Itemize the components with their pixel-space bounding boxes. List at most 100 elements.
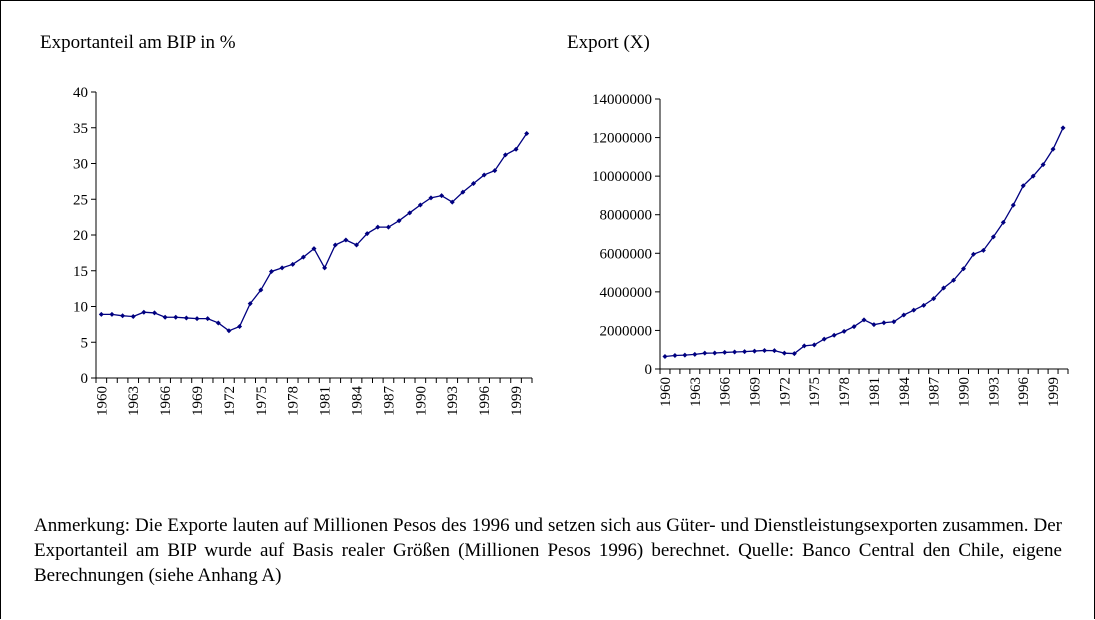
data-point <box>492 168 498 174</box>
x-tick-label: 1966 <box>718 377 734 408</box>
data-point <box>692 351 698 357</box>
data-point <box>712 350 718 356</box>
data-point <box>752 348 758 354</box>
data-point <box>460 189 466 195</box>
x-tick-label: 1972 <box>222 386 238 416</box>
data-point <box>891 319 897 325</box>
y-tick-label: 14000000 <box>592 92 652 108</box>
x-tick-label: 1963 <box>688 377 704 407</box>
x-tick-label: 1972 <box>777 377 793 407</box>
data-point <box>98 311 104 317</box>
data-point <box>364 231 370 237</box>
x-tick-label: 1990 <box>413 386 429 416</box>
data-point <box>513 146 519 152</box>
data-point <box>1000 219 1006 225</box>
y-tick-label: 40 <box>73 85 88 101</box>
y-tick-label: 20 <box>73 228 88 244</box>
data-point <box>141 309 147 315</box>
x-tick-label: 1960 <box>658 377 674 407</box>
data-point <box>332 242 338 248</box>
data-point <box>742 349 748 355</box>
y-tick-label: 25 <box>73 192 88 208</box>
x-tick-label: 1981 <box>867 377 883 407</box>
data-point <box>1010 202 1016 208</box>
x-tick-label: 1999 <box>509 386 525 416</box>
data-point <box>841 328 847 334</box>
data-point <box>1050 146 1056 152</box>
y-tick-label: 15 <box>73 264 88 280</box>
data-point <box>722 349 728 355</box>
data-point <box>1020 183 1026 189</box>
x-tick-label: 1993 <box>445 386 461 416</box>
data-point <box>970 251 976 257</box>
data-point <box>662 353 668 359</box>
data-point <box>821 336 827 342</box>
y-tick-label: 5 <box>81 335 89 351</box>
data-point <box>120 313 126 319</box>
data-point <box>290 261 296 267</box>
x-tick-label: 1978 <box>286 386 302 416</box>
chart-title: Export (X) <box>567 32 650 53</box>
data-point <box>375 224 381 230</box>
data-point <box>247 301 253 307</box>
data-point <box>385 224 391 230</box>
y-tick-label: 4000000 <box>600 285 653 301</box>
data-point <box>931 296 937 302</box>
series-line <box>101 133 528 332</box>
x-tick-label: 1987 <box>927 377 943 408</box>
data-point <box>1030 173 1036 179</box>
data-point <box>183 315 189 321</box>
x-tick-label: 1984 <box>897 377 913 408</box>
data-point <box>901 312 907 318</box>
data-point <box>268 268 274 274</box>
data-point <box>417 202 423 208</box>
x-tick-label: 1969 <box>190 386 206 416</box>
data-point <box>702 350 708 356</box>
data-point <box>771 348 777 354</box>
data-point <box>449 199 455 205</box>
data-point <box>258 287 264 293</box>
data-point <box>851 324 857 330</box>
data-point <box>871 322 877 328</box>
data-point <box>428 195 434 201</box>
x-tick-label: 1993 <box>986 377 1002 407</box>
data-point <box>439 193 445 199</box>
data-point <box>682 352 688 358</box>
data-point <box>941 285 947 291</box>
chart-title: Exportanteil am BIP in % <box>40 32 236 53</box>
data-point <box>881 320 887 326</box>
data-point <box>524 130 530 136</box>
data-point <box>194 316 200 322</box>
data-point <box>226 328 232 334</box>
data-point <box>162 314 168 320</box>
x-tick-label: 1996 <box>1016 377 1032 408</box>
data-point <box>791 351 797 357</box>
data-point <box>781 350 787 356</box>
x-tick-label: 1978 <box>837 377 853 407</box>
x-tick-label: 1975 <box>254 386 270 416</box>
y-tick-label: 8000000 <box>600 208 653 224</box>
x-tick-label: 1960 <box>94 386 110 416</box>
data-point <box>109 311 115 317</box>
data-point <box>502 152 508 158</box>
x-tick-label: 1990 <box>957 377 973 407</box>
data-point <box>322 265 328 271</box>
data-point <box>215 320 221 326</box>
y-tick-label: 12000000 <box>592 131 652 147</box>
data-point <box>311 246 317 252</box>
data-point <box>761 347 767 353</box>
data-point <box>354 242 360 248</box>
data-point <box>811 342 817 348</box>
x-tick-label: 1999 <box>1046 377 1062 407</box>
x-tick-label: 1969 <box>748 377 764 407</box>
data-point <box>911 307 917 313</box>
x-tick-label: 1963 <box>126 386 142 416</box>
data-point <box>801 343 807 349</box>
x-tick-label: 1987 <box>381 386 397 417</box>
y-tick-label: 2000000 <box>600 323 653 339</box>
data-point <box>173 314 179 320</box>
data-point <box>1060 125 1066 131</box>
data-point <box>732 349 738 355</box>
data-point <box>861 317 867 323</box>
